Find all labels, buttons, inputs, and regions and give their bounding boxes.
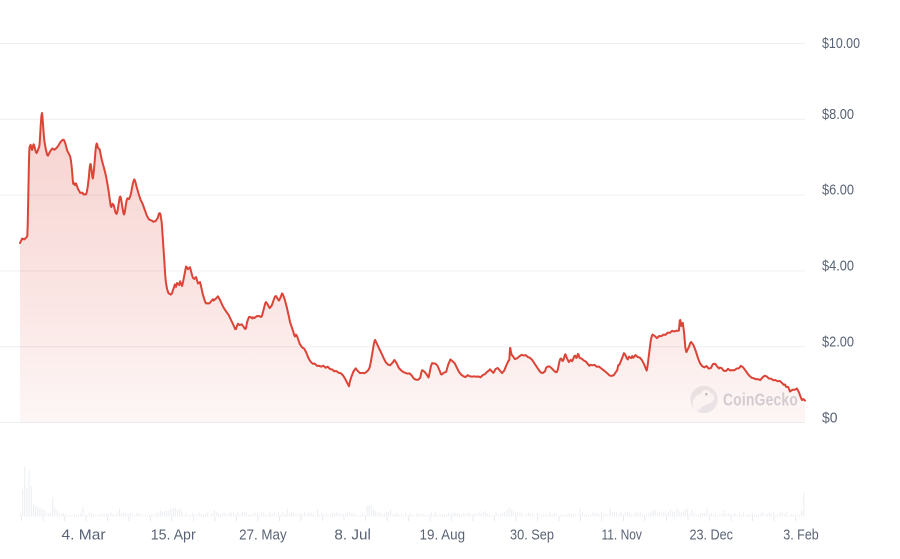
svg-text:11. Nov: 11. Nov	[601, 527, 642, 544]
svg-text:3. Feb: 3. Feb	[783, 527, 819, 544]
svg-text:27. May: 27. May	[239, 527, 287, 544]
svg-text:$4.00: $4.00	[822, 258, 854, 275]
svg-text:$0: $0	[822, 410, 838, 427]
svg-text:19. Aug: 19. Aug	[420, 527, 466, 544]
svg-text:4. Mar: 4. Mar	[62, 527, 106, 544]
svg-text:$2.00: $2.00	[822, 334, 854, 351]
svg-text:$8.00: $8.00	[822, 106, 854, 123]
svg-text:$10.00: $10.00	[822, 35, 860, 52]
svg-text:8. Jul: 8. Jul	[334, 527, 371, 544]
svg-text:23. Dec: 23. Dec	[689, 527, 733, 544]
svg-text:15. Apr: 15. Apr	[151, 527, 196, 544]
svg-text:$6.00: $6.00	[822, 182, 854, 199]
svg-text:30. Sep: 30. Sep	[510, 527, 554, 544]
